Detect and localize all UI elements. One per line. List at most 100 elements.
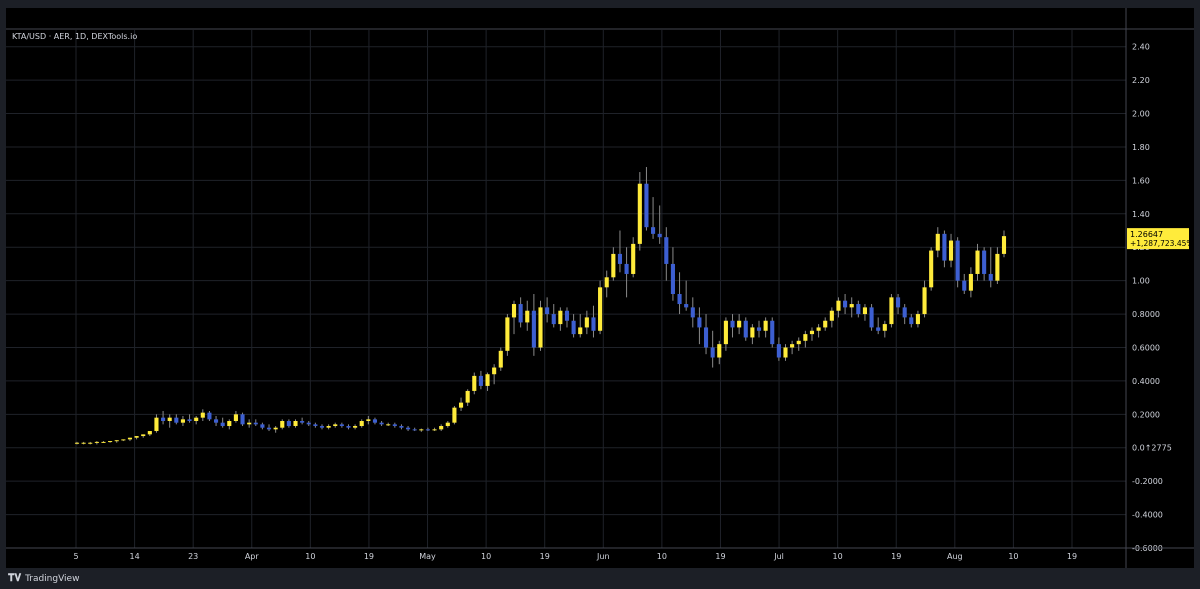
- candle-body: [909, 317, 914, 325]
- candle: [233, 410, 238, 423]
- candle: [995, 247, 1000, 284]
- candle: [286, 419, 291, 428]
- candle: [664, 227, 669, 281]
- y-axis: 2.402.202.001.801.601.401.201.000.80000.…: [1125, 8, 1172, 568]
- x-tick-label: 23: [188, 552, 198, 561]
- candle: [127, 437, 133, 442]
- x-tick-label: 19: [540, 552, 550, 561]
- candle-body: [432, 429, 437, 431]
- candle: [584, 310, 589, 335]
- candle-body: [664, 237, 669, 264]
- candle: [227, 419, 232, 430]
- y-tick-label: 2.20: [1132, 76, 1150, 85]
- candle-body: [558, 310, 563, 325]
- candle: [180, 415, 185, 427]
- candle: [730, 314, 735, 338]
- y-tick-label: 1.60: [1132, 176, 1150, 185]
- candle: [121, 439, 126, 442]
- candle-body: [425, 429, 430, 431]
- candle: [505, 314, 510, 356]
- candle-body: [154, 417, 159, 432]
- candle-body: [723, 320, 728, 345]
- candle-body: [498, 350, 503, 368]
- x-tick-label: 10: [1008, 552, 1018, 561]
- candle: [101, 441, 106, 443]
- candle-body: [756, 327, 762, 331]
- candle: [803, 330, 808, 348]
- x-tick-label: 10: [481, 552, 491, 561]
- candle-body: [406, 427, 411, 430]
- candle: [425, 427, 430, 432]
- candle: [591, 305, 596, 338]
- x-tick-label: 5: [73, 552, 78, 561]
- candle-body: [743, 320, 748, 338]
- candle: [657, 205, 662, 244]
- candle-body: [306, 422, 311, 425]
- candle-body: [617, 253, 623, 264]
- candle-body: [147, 431, 152, 435]
- candle-body: [485, 374, 490, 386]
- candle-body: [458, 402, 464, 408]
- candle: [167, 414, 172, 428]
- candle-body: [836, 300, 841, 311]
- candle-body: [915, 314, 920, 325]
- candle-body: [591, 317, 596, 331]
- x-tick-label: 10: [833, 552, 843, 561]
- candle: [108, 441, 113, 443]
- x-axis: 5 14 23 Apr 10 19 May 10 19 Jun 10 19 Jul 10 19 Aug 10 19: [6, 547, 1194, 561]
- candle-body: [975, 250, 980, 274]
- candle-body: [492, 367, 497, 375]
- candle: [114, 440, 119, 443]
- candle-body: [339, 424, 344, 427]
- candle-body: [194, 417, 199, 422]
- candle: [783, 344, 788, 361]
- x-tick-label: 19: [364, 552, 374, 561]
- candle-body: [511, 304, 517, 318]
- candle-body: [717, 344, 722, 358]
- candle: [207, 410, 212, 422]
- candle: [452, 405, 457, 425]
- candle-body: [293, 421, 298, 427]
- footer-bar: [0, 568, 1200, 589]
- candle: [710, 330, 715, 368]
- candle-body: [445, 422, 450, 427]
- candle: [538, 300, 543, 351]
- candle: [717, 340, 722, 365]
- candle: [339, 422, 344, 428]
- candle: [909, 314, 914, 328]
- candle-body: [253, 422, 258, 425]
- candle-body: [703, 327, 709, 348]
- candle-body: [88, 442, 93, 444]
- candle: [843, 294, 848, 315]
- candle-body: [220, 422, 225, 427]
- candle-body: [551, 314, 556, 325]
- candle-body: [346, 426, 351, 428]
- candle-body: [108, 441, 113, 443]
- candle: [631, 237, 636, 278]
- y-tick-label: 0.6000: [1132, 343, 1160, 352]
- candle: [876, 317, 881, 335]
- candle: [809, 327, 815, 341]
- candle: [432, 427, 437, 432]
- tradingview-logo-icon: 𝐓𝐕: [8, 573, 22, 584]
- candle: [962, 273, 967, 295]
- x-tick-label: 10: [657, 552, 667, 561]
- candle-body: [386, 424, 391, 426]
- candle-body: [174, 417, 179, 423]
- candle: [968, 267, 973, 298]
- candle-body: [247, 422, 252, 425]
- candle: [366, 415, 371, 425]
- candle: [94, 441, 99, 445]
- candle: [869, 304, 874, 331]
- y-tick-label: -0.4000: [1132, 511, 1163, 520]
- brand[interactable]: 𝐓𝐕 TradingView: [8, 573, 79, 584]
- candle-body: [611, 253, 616, 278]
- candle: [518, 297, 523, 328]
- candle-body: [525, 310, 530, 323]
- candle: [929, 247, 934, 291]
- candle: [154, 414, 159, 433]
- candle: [333, 422, 338, 428]
- candle: [829, 307, 834, 328]
- candle-body: [1001, 236, 1007, 254]
